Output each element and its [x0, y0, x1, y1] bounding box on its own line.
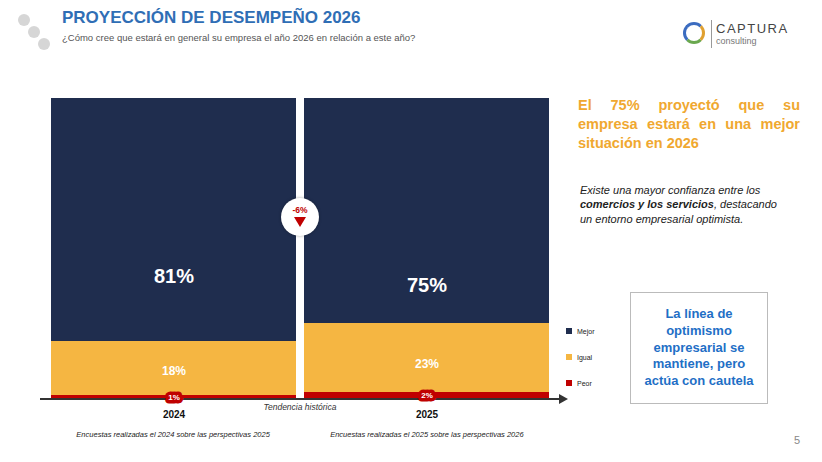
html-text:Existe una mayor confianza ent: Existe una mayor confianza entre los	[580, 184, 761, 196]
svg-text:18%: 18%	[162, 364, 186, 378]
html-text:El 75% proyectó que su empresa: El 75% proyectó que su empresa estará en…	[578, 97, 800, 151]
html-text:-6%: -6%	[292, 205, 308, 215]
html-text:La línea de optimismo empresar: La línea de optimismo empresarial se man…	[644, 305, 754, 389]
svg-text:23%: 23%	[415, 357, 439, 371]
html-text:Igual: Igual	[577, 353, 593, 361]
svg-text:2%: 2%	[421, 391, 433, 400]
svg-text:2024: 2024	[163, 409, 186, 420]
html-text:5: 5	[794, 434, 801, 446]
html-text:CAPTURA: CAPTURA	[716, 21, 789, 36]
html-text:Encuestas realizadas el 2025 s: Encuestas realizadas el 2025 sobre las p…	[330, 430, 524, 439]
svg-text:75%: 75%	[407, 274, 447, 296]
html-text:Mejor: Mejor	[577, 327, 595, 335]
svg-text:1%: 1%	[168, 393, 180, 402]
html-text:Tendencia histórica: Tendencia histórica	[263, 402, 337, 412]
svg-text:2025: 2025	[416, 409, 439, 420]
html-text:consulting: consulting	[716, 36, 757, 46]
html-text:Encuestas realizadas el 2024 s: Encuestas realizadas el 2024 sobre las p…	[76, 430, 270, 439]
svg-text:81%: 81%	[154, 265, 194, 287]
html-text:Peor: Peor	[577, 379, 592, 387]
html-text:PROYECCIÓN DE DESEMPEÑO 2026: PROYECCIÓN DE DESEMPEÑO 2026	[62, 8, 361, 27]
html-text:¿Cómo cree que estará en gener: ¿Cómo cree que estará en general su empr…	[62, 32, 416, 43]
html-text:comercios y los servicios, des: comercios y los servicios, destacando un…	[580, 198, 777, 225]
